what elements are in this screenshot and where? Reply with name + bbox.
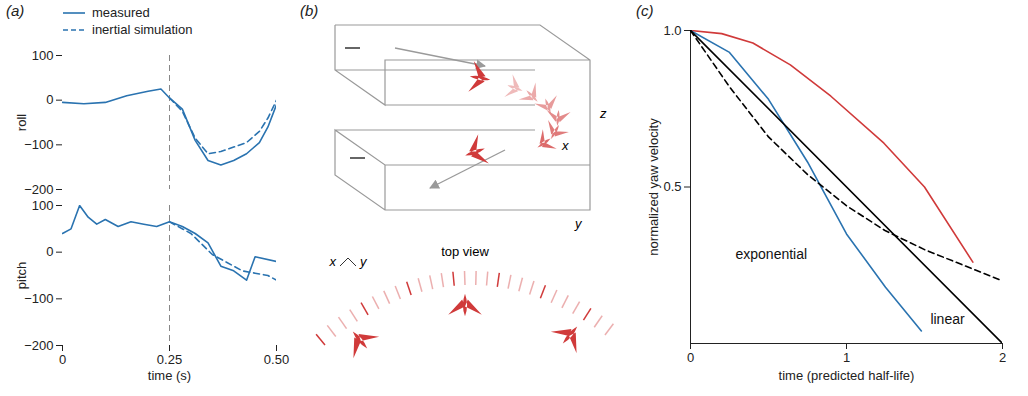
svg-text:normalized yaw velocity: normalized yaw velocity — [646, 118, 661, 256]
svg-text:−200: −200 — [24, 182, 53, 197]
html-text:(b): (b) — [300, 2, 319, 19]
svg-text:−100: −100 — [24, 137, 53, 152]
svg-text:0: 0 — [46, 92, 53, 107]
svg-text:y: y — [574, 216, 583, 231]
html-text:inertial simulation: inertial simulation — [92, 22, 193, 37]
svg-text:0.25: 0.25 — [157, 352, 182, 367]
svg-text:1: 1 — [843, 350, 850, 365]
svg-text:−200: −200 — [24, 338, 53, 353]
svg-text:100: 100 — [32, 48, 54, 63]
svg-text:0: 0 — [687, 350, 694, 365]
svg-text:pitch: pitch — [14, 262, 29, 289]
svg-text:0.5: 0.5 — [663, 179, 681, 194]
svg-text:y: y — [359, 254, 368, 269]
html-text:(a): (a) — [6, 2, 25, 19]
svg-text:100: 100 — [32, 198, 54, 213]
svg-text:linear: linear — [930, 311, 965, 327]
svg-text:1.0: 1.0 — [663, 23, 681, 38]
html-text:measured: measured — [92, 5, 150, 20]
svg-text:time (predicted half-life): time (predicted half-life) — [779, 368, 915, 383]
svg-text:exponential: exponential — [736, 246, 808, 262]
svg-text:roll: roll — [14, 114, 29, 131]
svg-text:x: x — [329, 254, 337, 269]
svg-text:0.50: 0.50 — [264, 352, 289, 367]
svg-text:x: x — [561, 138, 569, 153]
svg-text:−100: −100 — [24, 291, 53, 306]
svg-text:2: 2 — [999, 350, 1006, 365]
html-text:(c): (c) — [636, 2, 654, 19]
svg-text:0: 0 — [59, 352, 66, 367]
svg-text:z: z — [599, 106, 607, 121]
svg-text:0: 0 — [46, 244, 53, 259]
svg-text:time (s): time (s) — [148, 368, 191, 383]
svg-text:top view: top view — [441, 244, 489, 259]
